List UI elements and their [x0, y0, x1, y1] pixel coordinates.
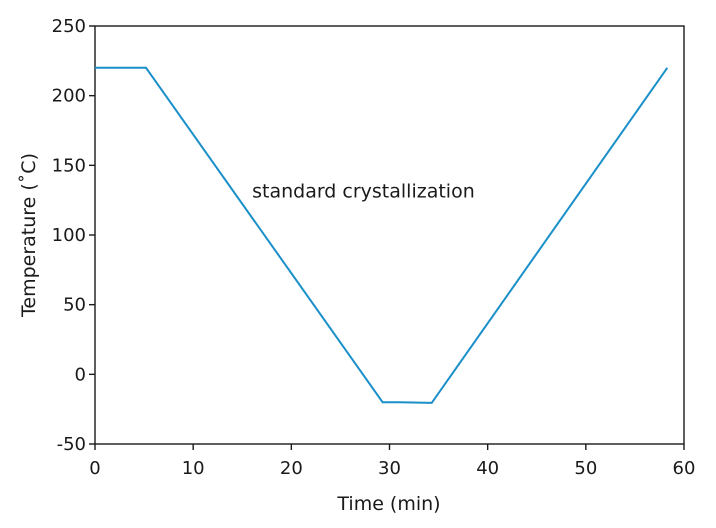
x-axis: 0 10 20 30 40 50 60: [89, 444, 695, 479]
series-layer: [95, 66, 669, 404]
x-tick-label: 50: [574, 458, 597, 479]
x-tick-label: 0: [89, 458, 100, 479]
x-tick-label: 20: [280, 458, 303, 479]
y-tick-label: 150: [52, 155, 86, 176]
y-axis-title: Temperature (˚C): [18, 153, 40, 318]
y-tick-label: 50: [63, 295, 86, 316]
y-tick-label: 100: [52, 225, 86, 246]
y-tick-label: 0: [75, 364, 86, 385]
y-tick-label: -50: [57, 434, 86, 455]
series-line: [95, 66, 669, 404]
y-tick-label: 200: [52, 86, 86, 107]
x-axis-title: Time (min): [336, 493, 440, 515]
x-tick-label: 60: [673, 458, 696, 479]
x-tick-label: 30: [378, 458, 401, 479]
x-tick-label: 40: [476, 458, 499, 479]
x-tick-label: 10: [182, 458, 205, 479]
annotation-label: standard crystallization: [252, 180, 475, 202]
y-axis: -50 0 50 100 150 200 250: [52, 16, 95, 455]
plot-frame: [94, 25, 685, 445]
y-tick-label: 250: [52, 16, 86, 37]
